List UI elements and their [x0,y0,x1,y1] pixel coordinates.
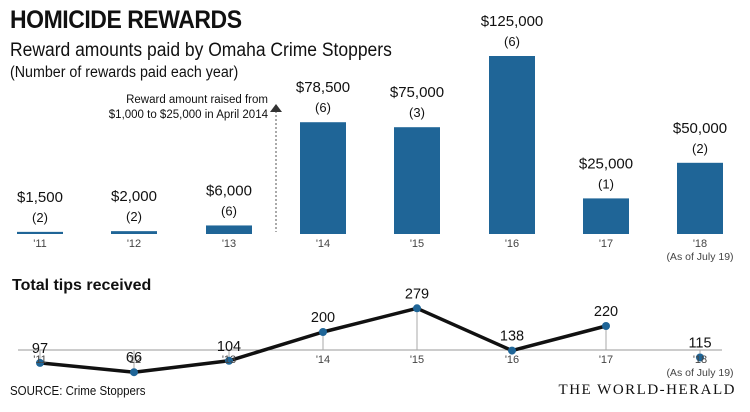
bar-count-label: (6) [221,203,237,218]
bar-x-tick-label: '13 [222,238,236,250]
bar-5 [489,56,535,234]
annotation-text-line1: Reward amount raised from [126,94,268,106]
line-x-tick-label: '12 [127,354,141,366]
bar-count-label: (6) [315,100,331,115]
line-x-tick-label: '11 [33,354,47,366]
bar-value-label: $25,000 [579,155,633,172]
bar-value-label: $125,000 [481,13,544,30]
bar-x-tick-label: '14 [316,238,330,250]
bar-value-label: $2,000 [111,188,157,205]
bar-count-label: (2) [32,210,48,225]
line-x-tick-label: '14 [316,354,330,366]
page-title: HOMICIDE REWARDS [10,6,242,34]
bar-0 [17,231,63,234]
bar-3 [300,122,346,234]
tips-value-label: 220 [594,304,618,320]
line-x-tick-label: '17 [599,354,613,366]
tips-point-0 [36,358,44,367]
bar-count-label: (3) [409,105,425,120]
bar-2 [206,225,252,234]
source-note: SOURCE: Crime Stoppers [10,384,146,398]
chart-subtitle: Reward amounts paid by Omaha Crime Stopp… [10,40,392,61]
bar-4 [394,127,440,234]
line-x-tick-label: '15 [410,354,424,366]
bar-value-label: $1,500 [17,189,63,206]
bar-x-tick-label: '11 [33,238,47,250]
bar-value-label: $50,000 [673,120,727,137]
bar-count-label: (2) [126,209,142,224]
bar-value-label: $78,500 [296,79,350,96]
tips-value-label: 200 [311,310,335,326]
bar-x-tick-label: '18 [693,238,707,250]
tips-point-2 [225,356,233,365]
tips-point-4 [413,304,421,313]
tips-point-5 [508,346,516,355]
tips-value-label: 104 [217,339,241,355]
bar-count-label: (6) [504,34,520,49]
annotation-arrow [270,104,282,112]
tips-point-7 [696,353,704,362]
tips-value-label: 66 [126,350,142,366]
chart-note: (Number of rewards paid each year) [10,64,239,81]
publisher-logo: THE WORLD-HERALD [558,382,736,398]
line-x-tick-note: (As of July 19) [666,367,733,379]
bar-x-tick-label: '17 [599,238,613,250]
tips-value-label: 138 [500,329,524,345]
bar-count-label: (1) [598,176,614,191]
tips-value-label: 97 [32,341,48,357]
line-chart-title: Total tips received [12,277,151,294]
annotation-text-line2: $1,000 to $25,000 in April 2014 [109,109,269,121]
tips-point-6 [602,322,610,330]
bar-x-tick-note: (As of July 19) [666,251,733,263]
bar-7 [677,162,723,234]
bar-value-label: $6,000 [206,182,252,199]
tips-value-label: 115 [688,336,711,352]
bar-x-tick-label: '12 [127,238,141,250]
bar-value-label: $75,000 [390,84,444,101]
bar-1 [111,231,157,234]
tips-value-label: 279 [405,286,429,302]
line-x-tick-label: '18 [693,354,707,366]
tips-point-1 [130,368,138,377]
bar-x-tick-label: '16 [505,238,519,250]
line-x-tick-label: '16 [505,354,519,366]
bar-x-tick-label: '15 [410,238,424,250]
line-x-tick-label: '13 [222,354,236,366]
tips-point-3 [319,328,327,336]
bar-6 [583,198,629,234]
bar-count-label: (2) [692,141,708,156]
